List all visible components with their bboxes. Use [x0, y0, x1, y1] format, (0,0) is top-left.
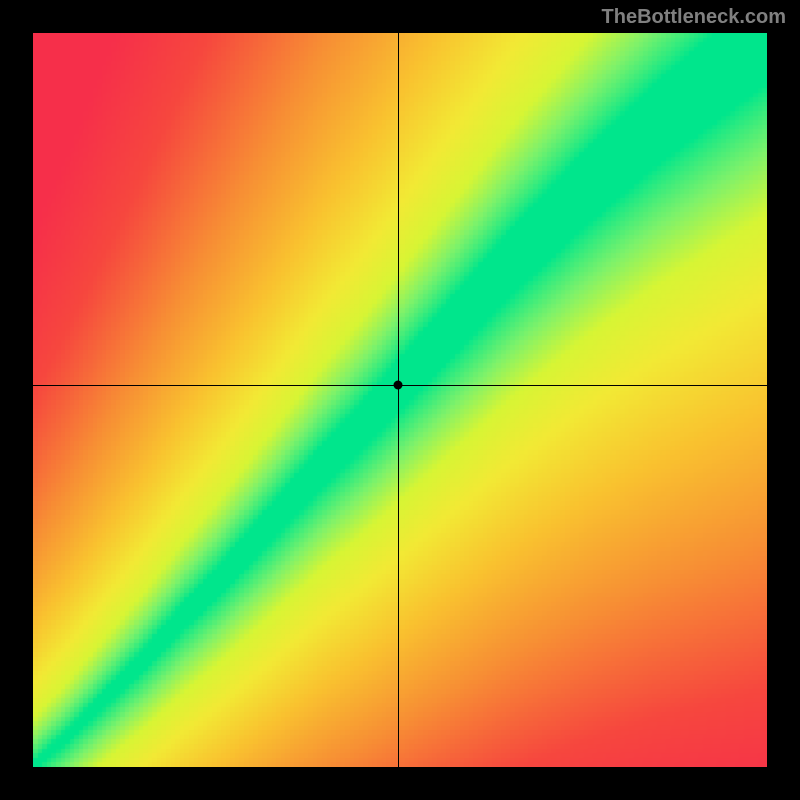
marker-dot [393, 381, 402, 390]
chart-container: TheBottleneck.com [0, 0, 800, 800]
heatmap-canvas [33, 33, 767, 767]
crosshair-vertical [398, 33, 399, 767]
watermark-text: TheBottleneck.com [602, 6, 786, 29]
plot-area [33, 33, 767, 767]
